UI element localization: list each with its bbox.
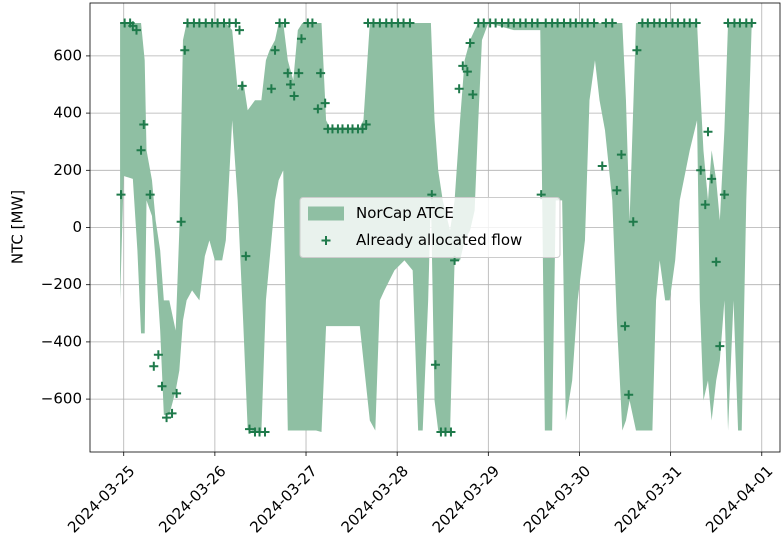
flow-marker bbox=[462, 67, 472, 77]
flow-marker bbox=[280, 18, 290, 28]
x-tick-label: 2024-03-28 bbox=[338, 462, 412, 536]
flow-marker bbox=[589, 18, 599, 28]
legend-box bbox=[299, 197, 561, 258]
flow-marker bbox=[616, 150, 626, 160]
x-tick-label: 2024-03-31 bbox=[611, 462, 685, 536]
x-tick-label: 2024-03-26 bbox=[155, 462, 229, 536]
x-tick-label: 2024-03-25 bbox=[64, 462, 138, 536]
x-tick-label: 2024-04-01 bbox=[702, 462, 776, 536]
flow-marker bbox=[153, 350, 163, 360]
y-tick-label: −400 bbox=[41, 332, 82, 350]
flow-marker bbox=[405, 18, 415, 28]
flow-marker bbox=[131, 25, 141, 35]
x-tick-label: 2024-03-27 bbox=[246, 462, 320, 536]
flow-marker bbox=[533, 18, 543, 28]
flow-marker bbox=[719, 190, 729, 200]
flow-marker bbox=[176, 217, 186, 227]
flow-marker bbox=[696, 165, 706, 175]
flow-marker bbox=[260, 427, 270, 437]
flow-marker bbox=[607, 18, 617, 28]
flow-marker bbox=[149, 361, 159, 371]
flow-marker bbox=[139, 120, 149, 130]
plot-frame bbox=[89, 2, 781, 453]
flow-marker bbox=[465, 38, 475, 48]
flow-marker bbox=[157, 381, 167, 391]
flow-marker bbox=[430, 360, 440, 370]
flow-marker bbox=[707, 174, 717, 184]
flow-marker bbox=[454, 84, 464, 94]
flow-marker bbox=[361, 120, 371, 130]
flow-marker bbox=[715, 341, 725, 351]
legend-marker bbox=[321, 236, 331, 245]
flow-marker bbox=[620, 321, 630, 331]
flow-marker bbox=[116, 190, 126, 200]
flow-marker bbox=[624, 390, 634, 400]
flow-marker bbox=[283, 68, 293, 78]
flow-marker bbox=[136, 145, 146, 155]
legend-label: Already allocated flow bbox=[356, 231, 522, 249]
flow-marker bbox=[320, 98, 330, 108]
flow-marker bbox=[286, 80, 296, 90]
flow-marker bbox=[234, 25, 244, 35]
flow-marker bbox=[289, 91, 299, 101]
flow-marker bbox=[446, 427, 456, 437]
flow-marker bbox=[747, 18, 757, 28]
flow-marker bbox=[632, 45, 642, 55]
flow-marker bbox=[231, 18, 241, 28]
flow-marker bbox=[700, 200, 710, 210]
legend-swatch bbox=[308, 206, 344, 221]
flow-marker bbox=[612, 185, 622, 195]
flow-marker bbox=[691, 18, 701, 28]
flow-marker bbox=[296, 34, 306, 44]
y-tick-label: 0 bbox=[72, 218, 82, 236]
y-tick-label: 200 bbox=[53, 161, 82, 179]
flow-marker bbox=[162, 413, 172, 423]
y-tick-label: 600 bbox=[53, 46, 82, 64]
y-tick-label: −200 bbox=[41, 275, 82, 293]
flow-marker bbox=[703, 127, 713, 137]
flow-marker bbox=[597, 161, 607, 171]
y-tick-label: −600 bbox=[41, 390, 82, 408]
flow-marker bbox=[316, 68, 326, 78]
y-axis-label: NTC [MW] bbox=[9, 190, 27, 264]
flow-marker bbox=[172, 388, 182, 398]
flow-marker bbox=[468, 90, 478, 100]
x-tick-label: 2024-03-29 bbox=[429, 462, 503, 536]
flow-marker bbox=[266, 84, 276, 94]
flow-marker bbox=[313, 104, 323, 114]
legend: NorCap ATCE Already allocated flow bbox=[299, 197, 561, 258]
flow-marker bbox=[145, 190, 155, 200]
flow-marker bbox=[307, 18, 317, 28]
flow-marker bbox=[294, 68, 304, 78]
y-tick-label: 400 bbox=[53, 104, 82, 122]
flow-marker bbox=[180, 45, 190, 55]
flow-marker bbox=[458, 61, 468, 71]
flow-marker bbox=[711, 257, 721, 267]
x-tick-label: 2024-03-30 bbox=[520, 462, 594, 536]
flow-marker bbox=[270, 45, 280, 55]
flow-marker bbox=[241, 251, 251, 261]
flow-marker bbox=[245, 424, 255, 434]
flow-marker bbox=[237, 81, 247, 91]
flow-marker bbox=[628, 217, 638, 227]
legend-label: NorCap ATCE bbox=[356, 204, 454, 222]
flow-marker bbox=[167, 408, 177, 418]
